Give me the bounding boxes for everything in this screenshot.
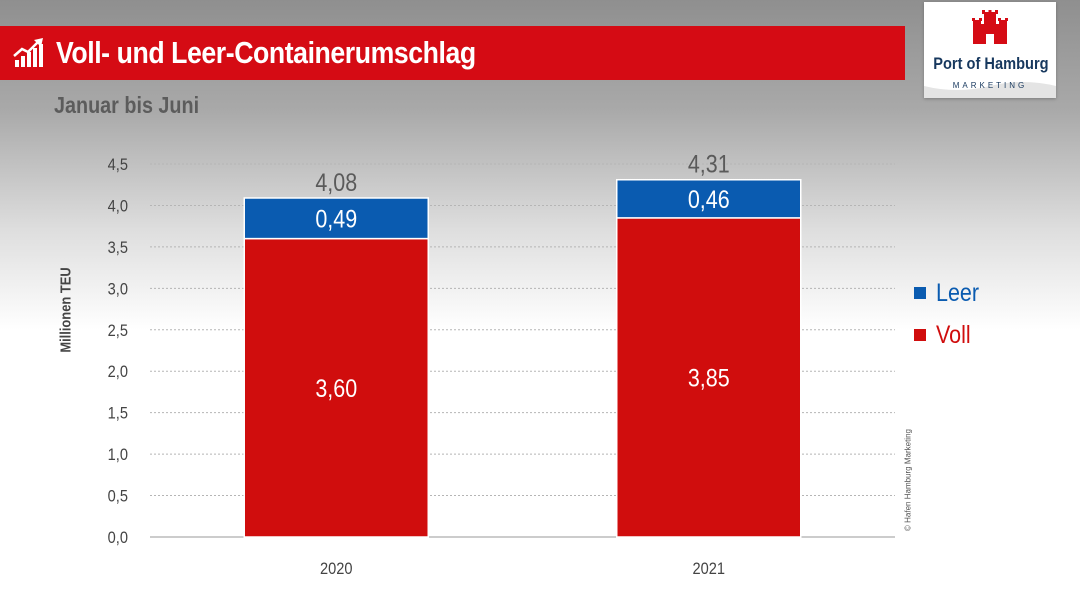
legend-item-voll: Voll [914, 314, 986, 356]
bar-leer-2020 [243, 197, 429, 240]
legend: Leer Voll [914, 272, 986, 356]
legend-item-leer: Leer [914, 272, 986, 314]
data-label-voll-2020: 3,60 [315, 374, 357, 402]
data-label-leer-2020: 0,49 [315, 205, 357, 233]
logo-name: Port of Hamburg [933, 54, 1049, 73]
y-tick-label: 1,0 [108, 446, 128, 464]
total-label-2021: 4,31 [688, 150, 730, 178]
page-title: Voll- und Leer-Containerumschlag [56, 35, 476, 70]
legend-label-leer: Leer [936, 278, 980, 307]
x-tick-label-2020: 2020 [320, 560, 353, 578]
y-tick-label: 2,5 [108, 322, 128, 340]
hamburg-castle-icon [924, 10, 1056, 98]
title-bar: Voll- und Leer-Containerumschlag [0, 26, 905, 80]
y-tick-label: 2,0 [108, 363, 128, 381]
y-tick-label: 3,0 [108, 280, 128, 298]
y-axis-label: Millionen TEU [57, 267, 75, 353]
legend-label-voll: Voll [936, 320, 971, 349]
logo-subtitle: MARKETING [952, 81, 1028, 90]
y-tick-label: 0,5 [108, 488, 128, 506]
y-tick-label: 0,0 [108, 529, 128, 547]
bar-voll-2021 [616, 217, 802, 538]
data-label-leer-2021: 0,46 [688, 185, 730, 213]
port-of-hamburg-logo[interactable]: Port of Hamburg MARKETING [924, 2, 1056, 98]
data-label-voll-2021: 3,85 [688, 364, 730, 392]
y-tick-label: 4,5 [108, 156, 128, 174]
bar-leer-2021 [616, 178, 802, 219]
y-tick-label: 3,5 [108, 239, 128, 257]
trend-chart-icon [13, 38, 43, 67]
total-label-2020: 4,08 [315, 168, 357, 196]
page-subtitle: Januar bis Juni [54, 92, 200, 118]
legend-swatch-leer [914, 287, 926, 299]
y-tick-label: 1,5 [108, 405, 128, 423]
y-tick-label: 4,0 [108, 198, 128, 216]
copyright-note: © Hafen Hamburg Marketing [903, 429, 913, 531]
legend-swatch-voll [914, 329, 926, 341]
x-tick-label-2021: 2021 [692, 560, 725, 578]
bar-voll-2020 [243, 237, 429, 538]
